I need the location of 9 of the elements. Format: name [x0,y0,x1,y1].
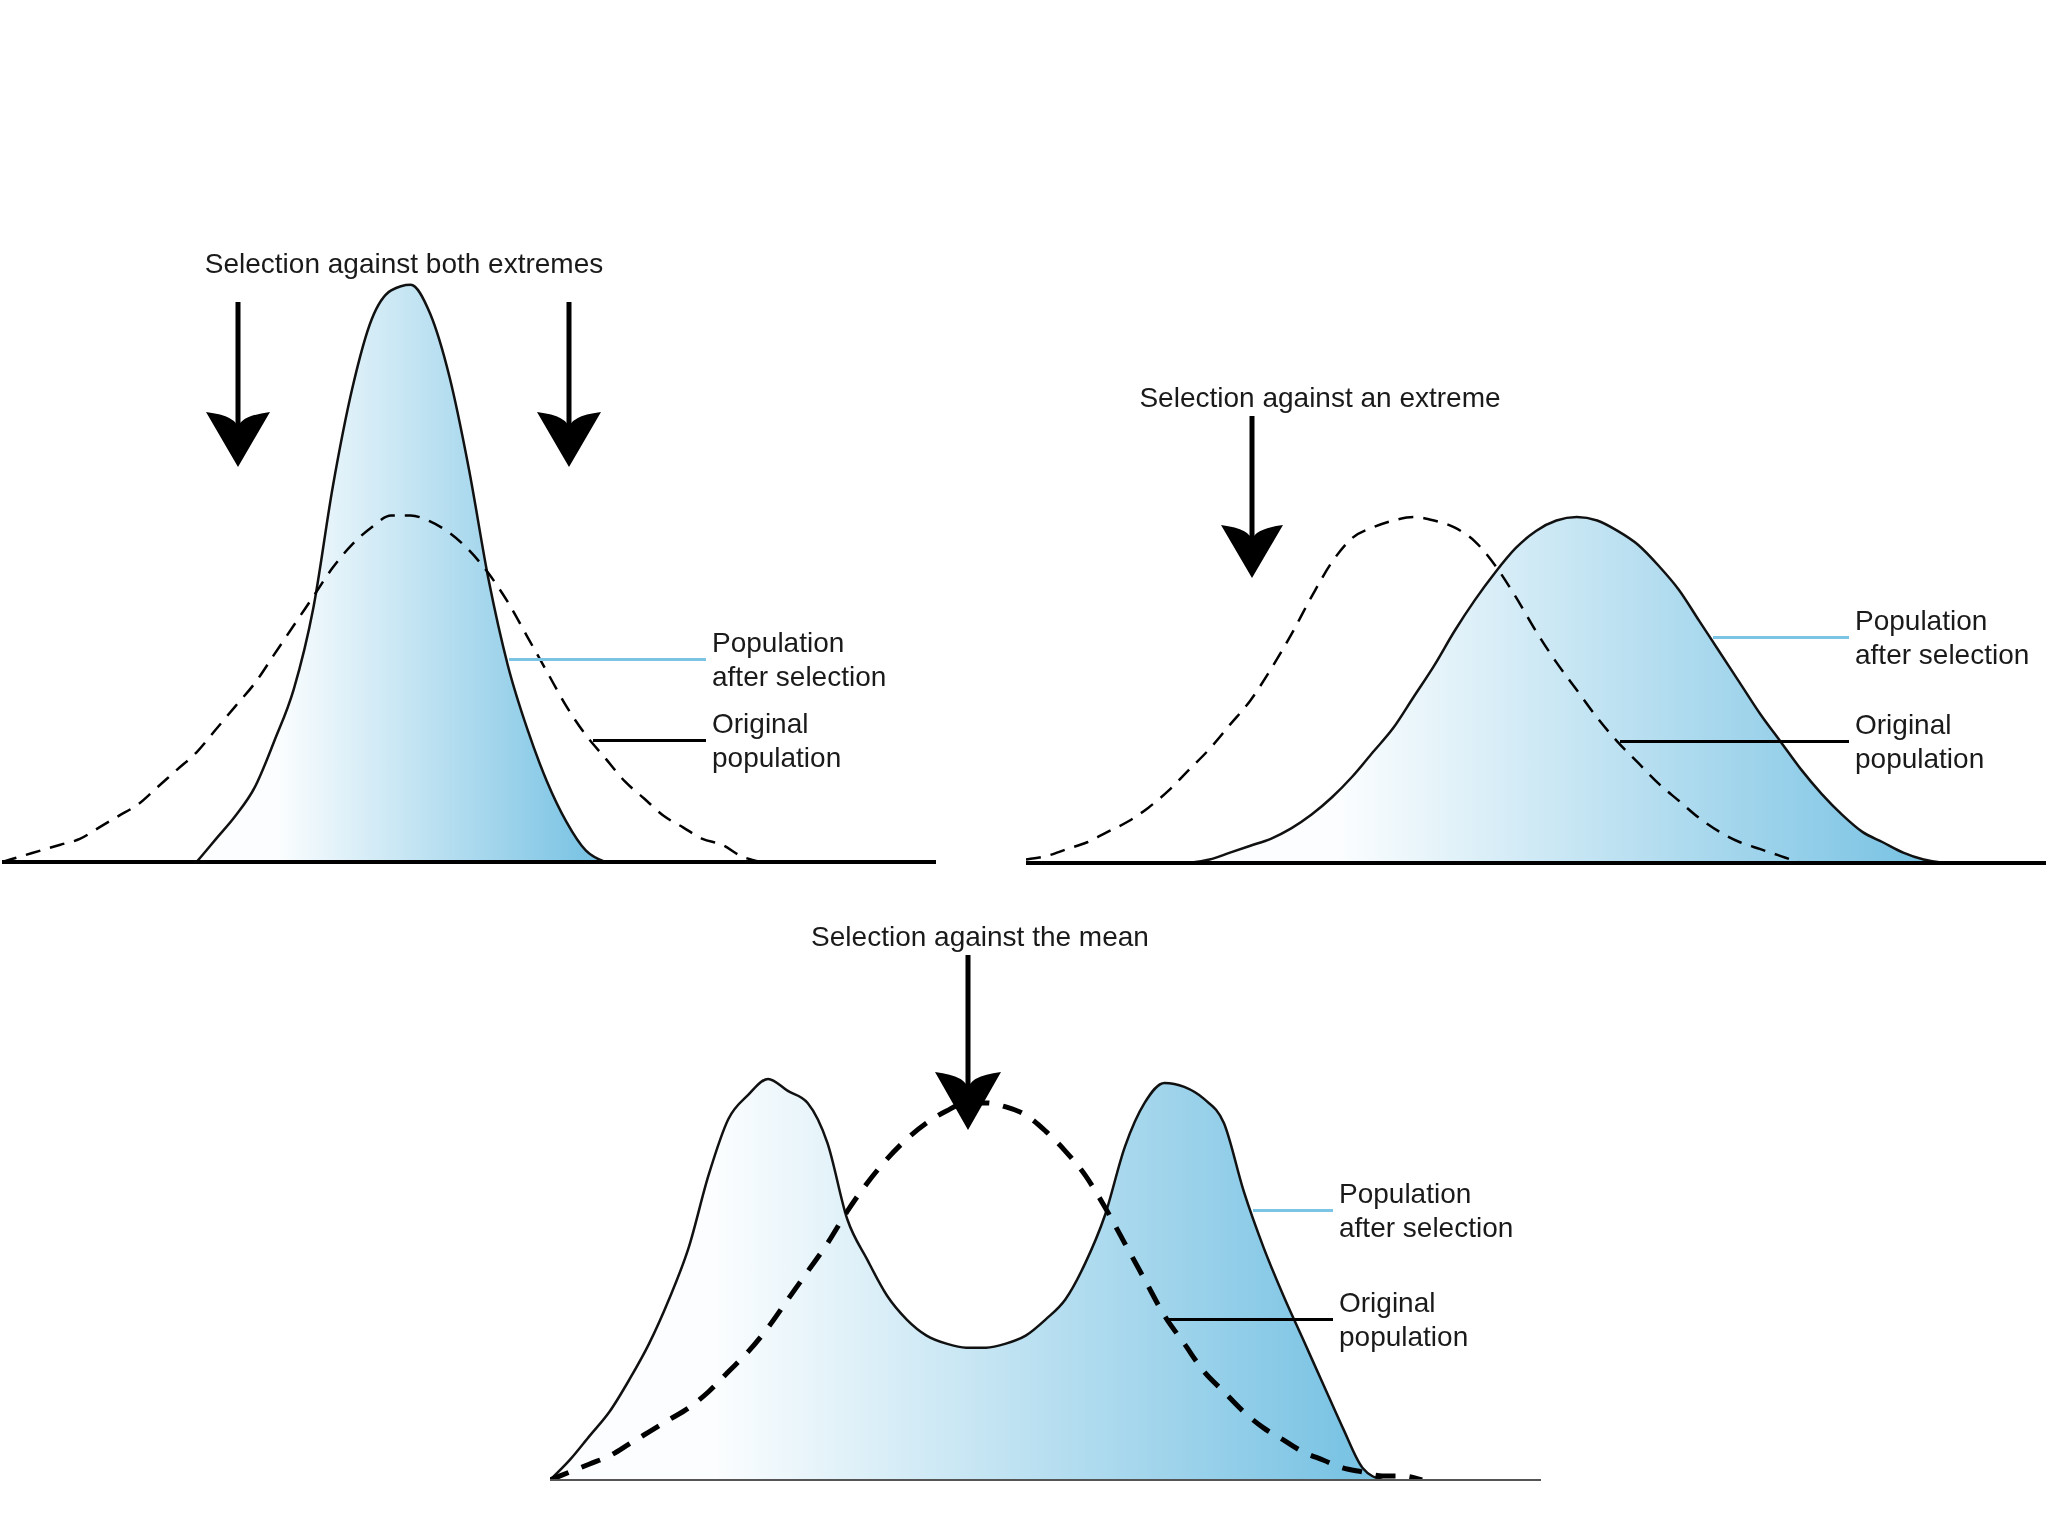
legend-label: Population after selection [712,626,888,694]
legend-label: Original population [1339,1286,1470,1354]
legend-label: Population after selection [1339,1177,1515,1245]
legend-label: Original population [1855,708,1986,776]
chart-title: Selection against an extreme [1139,381,1501,415]
chart-title: Selection against the mean [811,920,1149,954]
legend-label: Population after selection [1855,604,2031,672]
chart-title: Selection against both extremes [204,247,604,281]
legend-label: Original population [712,707,843,775]
